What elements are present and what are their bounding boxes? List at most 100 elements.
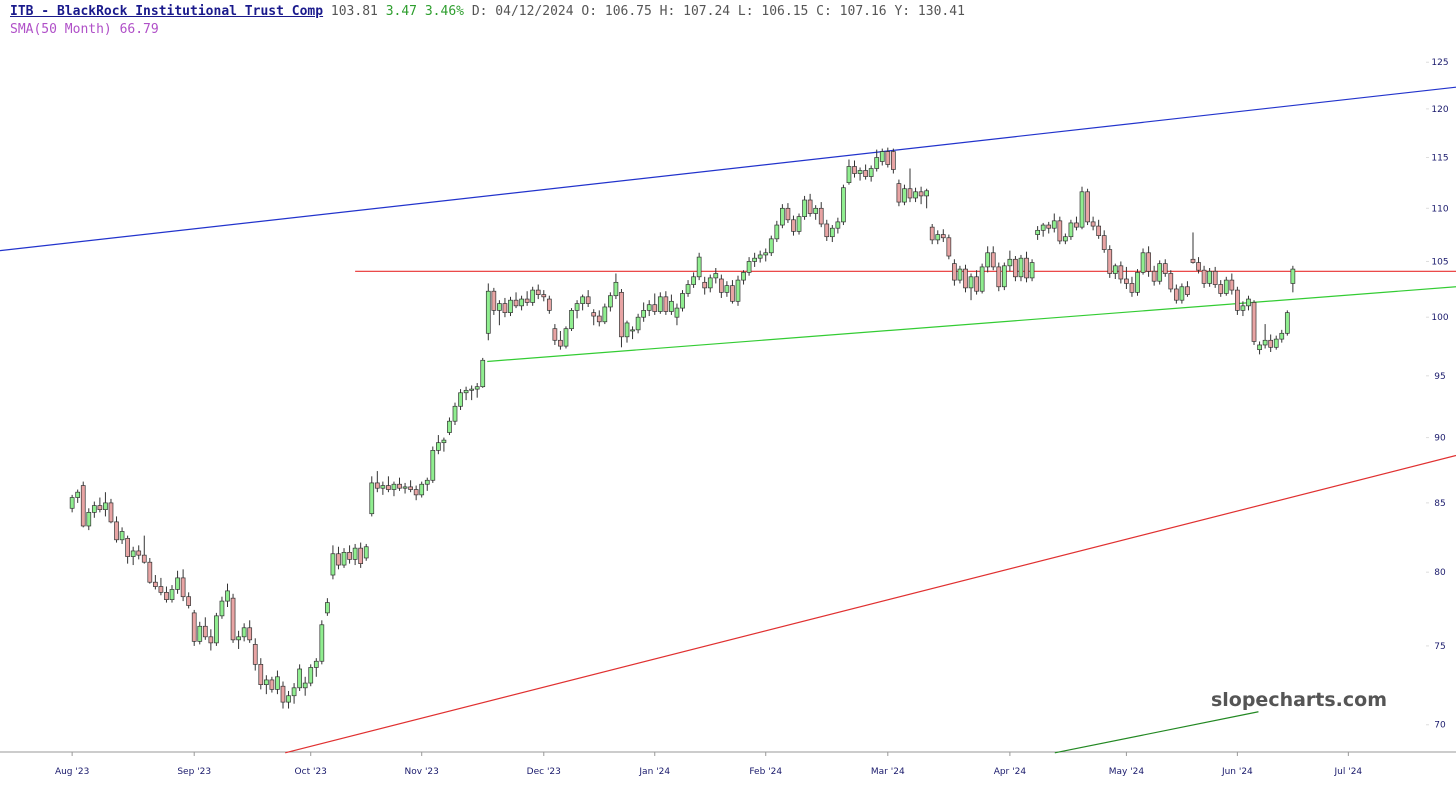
candle-body [940,234,946,239]
candle-body [319,624,325,662]
candle-body [1196,262,1201,271]
candle-body [263,679,269,685]
candle-body [491,290,497,311]
trendline [487,286,1456,363]
candle-body [730,285,735,302]
candle-body [1262,339,1268,346]
candle-body [114,521,119,541]
candle-body [252,644,258,665]
y-tick-label: 120 [1431,105,1448,115]
candle-body [574,303,580,311]
change: 3.47 [385,4,418,19]
candle-body [1201,269,1207,284]
candle-body [397,483,402,489]
candle-body [613,281,619,297]
candle-body [1129,283,1135,293]
candle-body [136,550,142,556]
candle-body [874,157,880,169]
candle-body [885,151,891,165]
candle-body [724,285,730,293]
candle-body [1162,263,1168,274]
candle-body [341,551,347,566]
candle-body [1218,284,1224,294]
candle-body [302,682,308,689]
candle-body [413,489,419,496]
candle-body [702,281,708,289]
y-tick-label: 110 [1431,204,1448,214]
candle-body [1124,278,1129,284]
candle-body [153,581,158,587]
candle-body [380,485,386,489]
candle-body [680,293,685,309]
candle-body [1207,270,1212,284]
candle-body [463,389,469,394]
candle-body [835,221,841,229]
candle-body [546,298,552,311]
candle-body [1257,344,1262,351]
candle-body [841,187,846,223]
candle-body [1168,273,1174,290]
y-tick-label: 115 [1431,154,1448,164]
candle-body [663,296,669,312]
candle-body [191,612,197,642]
candle-body [202,625,208,638]
candle-body [580,296,585,304]
candle-body [785,207,791,221]
watermark: slopecharts.com [1211,689,1387,711]
candle-body [1179,286,1185,301]
candle-body [452,405,458,422]
candle-body [1190,258,1196,263]
candle-body [1063,236,1068,242]
candle-body [780,207,785,226]
candle-body [141,554,147,563]
candle-body [169,589,175,600]
candle-body [91,505,97,513]
candle-body [735,279,741,302]
candle-body [352,547,358,560]
candle-body [1079,191,1085,228]
y-tick-label: 105 [1431,257,1448,267]
candle-body [186,596,192,606]
candle-body [685,284,691,294]
x-tick-label: Mar '24 [871,767,905,777]
symbol-link[interactable]: ITB - BlackRock Institutional Trust Comp [10,4,324,19]
candle-body [558,339,563,347]
candle-body [1007,258,1013,267]
x-tick-label: Oct '23 [295,767,327,777]
y-tick-label: 80 [1434,568,1446,578]
candle-body [524,298,530,303]
details: D: 04/12/2024 O: 106.75 H: 107.24 L: 106… [471,4,965,19]
candle-body [247,627,253,641]
candle-body [508,299,513,313]
candle-body [746,261,752,273]
candle-body [1223,279,1229,294]
x-tick-label: Sep '23 [177,767,211,777]
x-tick-label: Aug '23 [55,767,89,777]
candle-body [164,591,169,600]
candle-body [269,679,275,690]
candle-body [1107,249,1113,274]
candle-body [641,310,647,318]
candle-body [424,479,430,485]
candle-body [69,497,75,509]
candle-body [552,328,558,341]
candle-body [1018,257,1024,278]
y-tick-label: 100 [1431,313,1448,323]
candle-body [447,420,452,433]
candle-body [979,266,985,292]
candle-body [585,296,591,304]
trendline [0,86,1456,252]
candle-body [1013,258,1018,278]
candle-body [1290,268,1296,284]
candle-body [125,538,130,557]
candle-body [130,550,136,557]
candle-body [1112,265,1118,274]
candle-body [913,191,918,199]
candle-body [957,268,963,281]
x-tick-label: Dec '23 [527,767,561,777]
candle-body [197,625,203,642]
candle-body [1173,288,1179,301]
candle-body [813,207,819,214]
candle-body [1118,265,1124,280]
candle-body [330,553,336,576]
